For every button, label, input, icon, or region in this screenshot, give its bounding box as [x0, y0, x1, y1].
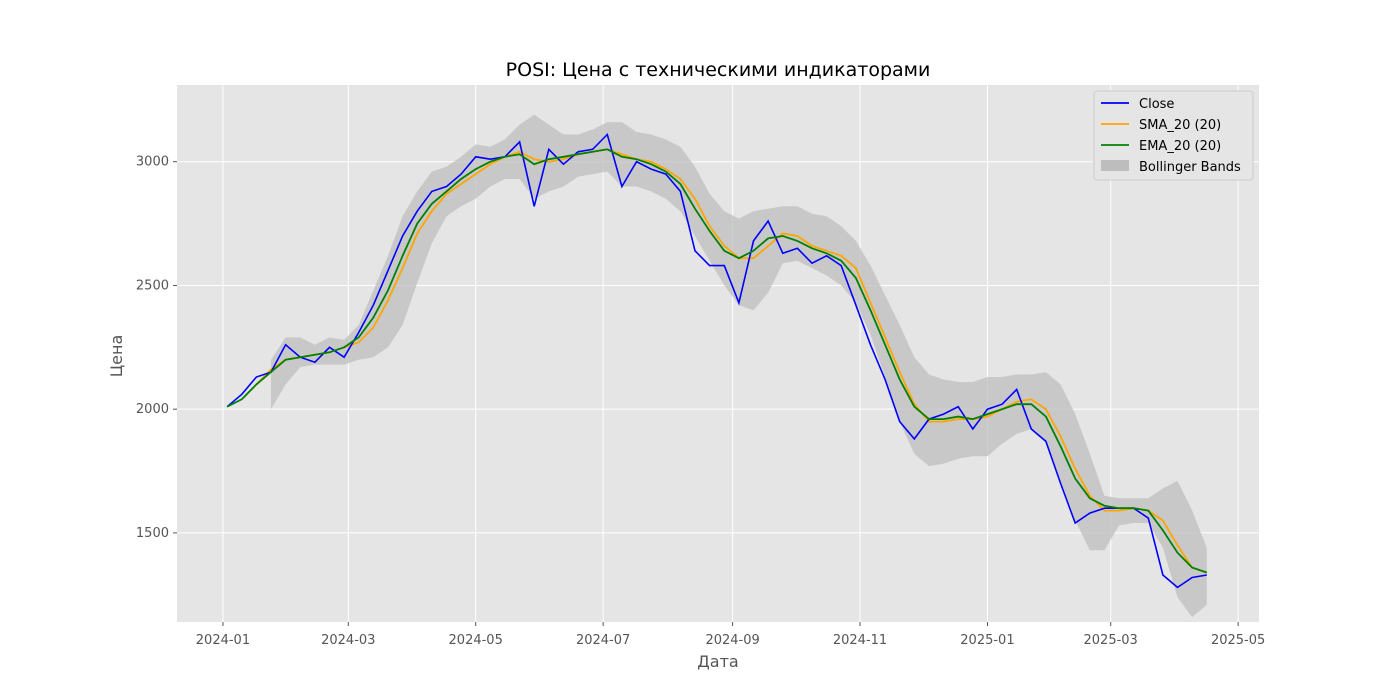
chart-title: POSI: Цена с техническими индикаторами: [506, 59, 931, 81]
legend-sma-label: SMA_20 (20): [1139, 118, 1221, 133]
x-tick-label: 2024-11: [833, 633, 887, 648]
legend: Close SMA_20 (20) EMA_20 (20) Bollinger …: [1093, 90, 1254, 181]
y-axis-label: Цена: [107, 335, 126, 378]
x-tick-label: 2024-07: [576, 633, 630, 648]
legend-ema-label: EMA_20 (20): [1139, 139, 1221, 154]
close-line: [226, 132, 1207, 589]
y-tick-label: 1500: [136, 526, 169, 541]
x-tick-label: 2024-03: [321, 633, 375, 648]
x-axis-label: Дата: [697, 652, 738, 671]
legend-bands-swatch: [1101, 160, 1129, 171]
y-tick-label: 2000: [136, 402, 169, 417]
sma-line: [255, 148, 1208, 574]
x-tick-label: 2025-03: [1084, 633, 1138, 648]
x-tick-label: 2024-09: [705, 633, 759, 648]
y-tick-label: 2500: [136, 278, 169, 293]
legend-box: [1093, 90, 1254, 181]
y-axis: 1500 2000 2500 3000: [136, 155, 177, 541]
x-axis: 2024-01 2024-03 2024-05 2024-07 2024-09 2024-…: [196, 622, 1265, 648]
x-tick-label: 2024-05: [449, 633, 503, 648]
x-tick-label: 2025-01: [960, 633, 1014, 648]
x-tick-label: 2025-05: [1211, 633, 1265, 648]
legend-bands-label: Bollinger Bands: [1139, 160, 1241, 175]
x-tick-label: 2024-01: [196, 633, 250, 648]
y-tick-label: 3000: [136, 155, 169, 170]
ema-line: [226, 148, 1208, 574]
legend-close-label: Close: [1139, 97, 1174, 112]
